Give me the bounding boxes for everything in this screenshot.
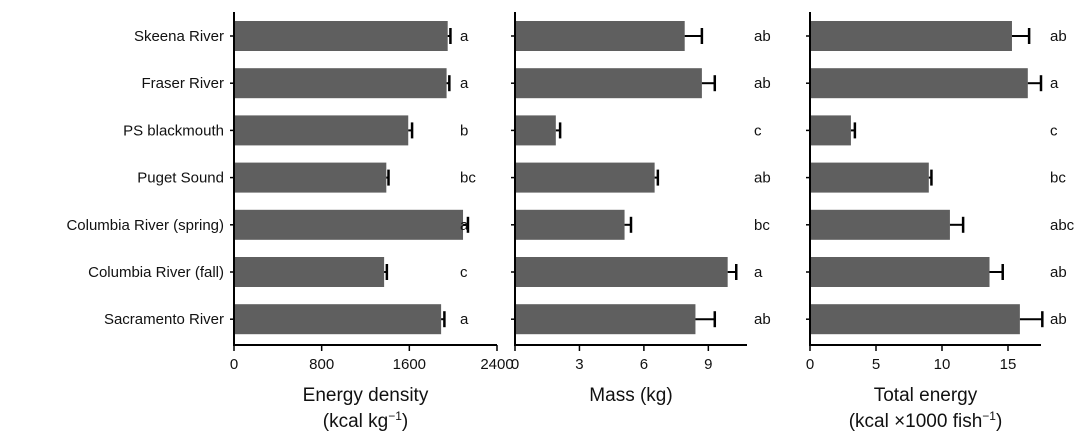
- bar: [811, 257, 990, 287]
- unit-exponent: −1: [388, 409, 402, 423]
- significance-letter: ab: [1050, 28, 1067, 45]
- bar: [235, 304, 442, 335]
- significance-letter: ab: [754, 170, 771, 187]
- bar: [811, 209, 950, 240]
- x-axis-label: Energy density: [303, 385, 429, 406]
- x-tick-label: 0: [511, 356, 519, 373]
- significance-letter: c: [1050, 122, 1058, 139]
- significance-letter: abc: [1050, 217, 1075, 234]
- significance-letter: ab: [754, 28, 771, 45]
- significance-letter: a: [754, 264, 763, 281]
- significance-letter: a: [460, 217, 469, 234]
- significance-letter: bc: [1050, 170, 1066, 187]
- bar: [516, 209, 625, 240]
- bar: [811, 304, 1020, 335]
- x-tick-label: 0: [806, 356, 814, 373]
- category-label: Skeena River: [134, 28, 224, 45]
- category-label: PS blackmouth: [123, 122, 224, 139]
- significance-letter: a: [1050, 75, 1059, 92]
- x-axis-label: Total energy: [874, 385, 978, 406]
- significance-letter: a: [460, 311, 469, 328]
- panel-3: 0 5 10 15 ab a c bc abc ab ab Total energy (kcal ×10…: [806, 12, 1075, 432]
- significance-letter: a: [460, 75, 469, 92]
- x-axis-unit-label: (kcal ×1000 fish−1): [849, 409, 1003, 432]
- bar: [235, 162, 387, 193]
- significance-letter: bc: [754, 217, 770, 234]
- significance-letter: ab: [754, 311, 771, 328]
- unit-close: ): [402, 411, 408, 432]
- x-tick-label: 6: [640, 356, 648, 373]
- x-axis-label: Mass (kg): [589, 385, 672, 406]
- bar: [235, 115, 409, 146]
- unit-text: (kcal ×1000 fish: [849, 411, 983, 432]
- x-tick-label: 15: [1000, 356, 1017, 373]
- significance-letter: b: [460, 122, 468, 139]
- category-label: Puget Sound: [137, 170, 224, 187]
- bar: [235, 257, 385, 287]
- significance-letter: ab: [1050, 311, 1067, 328]
- bar: [235, 68, 447, 99]
- bar: [516, 21, 685, 51]
- bar: [811, 68, 1028, 99]
- significance-letter: a: [460, 28, 469, 45]
- significance-letter: c: [754, 122, 762, 139]
- bar: [811, 115, 851, 146]
- category-label: Columbia River (spring): [66, 217, 224, 234]
- unit-text: (kcal kg: [323, 411, 388, 432]
- unit-exponent: −1: [982, 409, 996, 423]
- panel-2: 0 3 6 9 ab ab c ab bc a ab Mass (kg): [511, 12, 771, 406]
- x-tick-label: 9: [704, 356, 712, 373]
- x-tick-label: 10: [934, 356, 951, 373]
- significance-letter: c: [460, 264, 468, 281]
- x-tick-label: 0: [230, 356, 238, 373]
- unit-close: ): [996, 411, 1002, 432]
- category-label: Columbia River (fall): [88, 264, 224, 281]
- panel-1: 0 800 1600 2400 a a b bc a c a Energy density (kcal …: [230, 12, 514, 432]
- x-tick-label: 5: [872, 356, 880, 373]
- x-tick-label: 3: [575, 356, 583, 373]
- x-tick-label: 800: [309, 356, 334, 373]
- significance-letter: bc: [460, 170, 476, 187]
- x-tick-label: 1600: [393, 356, 426, 373]
- bar: [516, 257, 728, 287]
- category-label: Fraser River: [141, 75, 224, 92]
- bar: [516, 304, 696, 335]
- significance-letter: ab: [754, 75, 771, 92]
- bar: [811, 21, 1012, 51]
- bar: [235, 209, 464, 240]
- x-axis-unit-label: (kcal kg−1): [323, 409, 408, 432]
- bar: [516, 115, 556, 146]
- x-tick-label: 2400: [480, 356, 513, 373]
- bar: [516, 162, 655, 193]
- significance-letter: ab: [1050, 264, 1067, 281]
- bar: [811, 162, 929, 193]
- bar: [235, 21, 448, 51]
- category-label: Sacramento River: [104, 311, 224, 328]
- bar: [516, 68, 702, 99]
